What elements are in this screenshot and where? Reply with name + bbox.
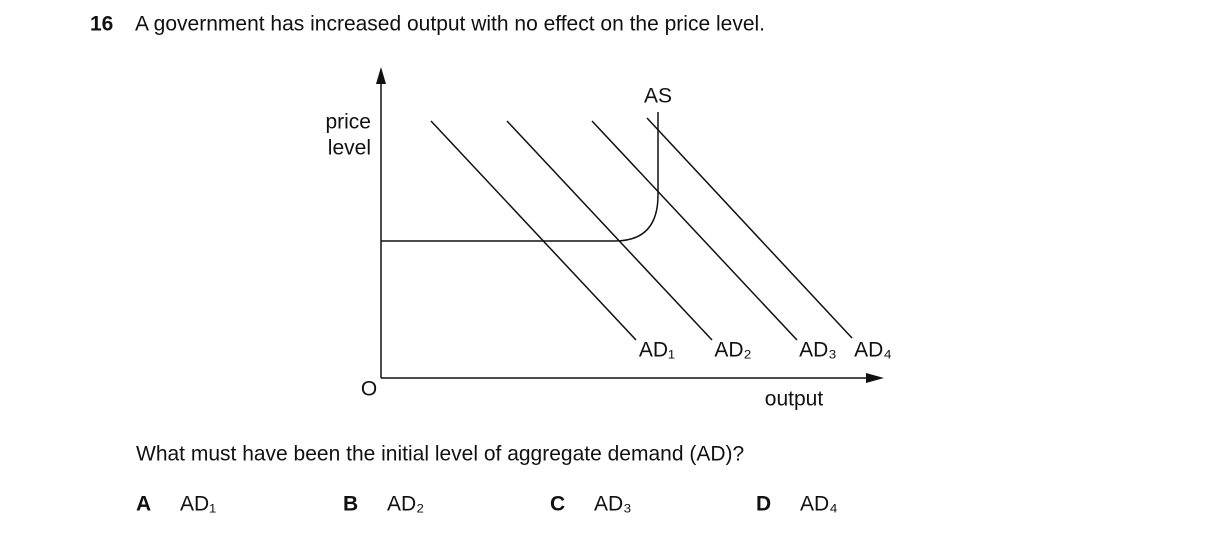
as-curve xyxy=(381,112,659,242)
option-text: AD₄ xyxy=(800,493,838,516)
ad-label: AD₁ xyxy=(639,339,675,362)
y-axis-label: level xyxy=(328,137,371,160)
x-axis-arrow xyxy=(866,373,884,383)
ad-label: AD₃ xyxy=(799,339,837,362)
ad-line xyxy=(646,117,853,339)
origin-label: O xyxy=(361,378,377,401)
ad-line xyxy=(591,120,798,341)
diagram: price level O output AS AD₁ AD₂ AD₃ AD₄ xyxy=(325,67,892,411)
ad-line xyxy=(430,120,637,341)
option-text: AD₃ xyxy=(594,493,632,516)
y-axis-arrow xyxy=(376,67,386,84)
ad-line xyxy=(506,120,713,341)
option-text: AD₂ xyxy=(387,493,424,516)
question-prompt: What must have been the initial level of… xyxy=(136,443,744,466)
question-text: A government has increased output with n… xyxy=(135,13,765,36)
option-letter: D xyxy=(756,493,771,516)
option-letter: A xyxy=(136,493,151,516)
question-number: 16 xyxy=(90,13,113,36)
option-letter: B xyxy=(343,493,358,516)
ad-label: AD₂ xyxy=(714,339,751,362)
as-label: AS xyxy=(644,85,672,108)
x-axis-label: output xyxy=(765,388,824,411)
ad-label: AD₄ xyxy=(854,339,892,362)
option-letter: C xyxy=(550,493,565,516)
y-axis-label: price xyxy=(325,111,371,134)
option-text: AD₁ xyxy=(180,493,216,516)
